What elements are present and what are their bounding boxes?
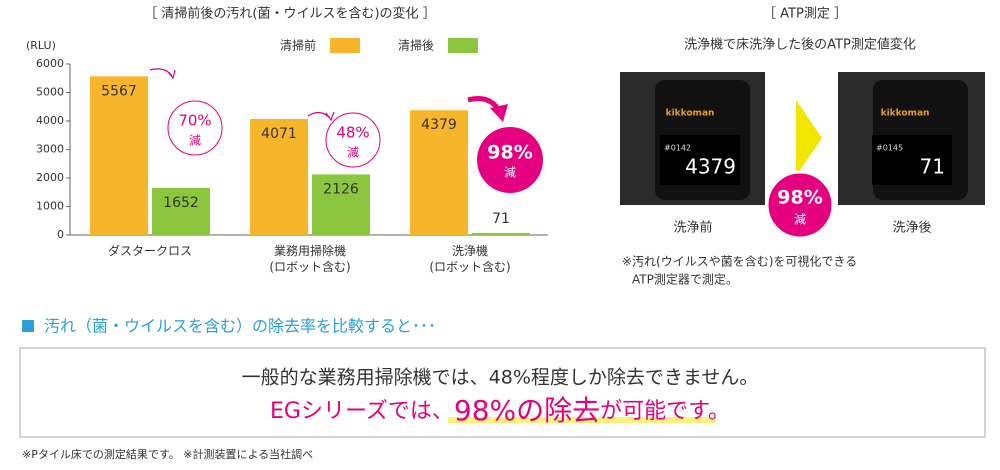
device-screen — [872, 135, 952, 185]
badge-percent: 70% — [178, 112, 211, 130]
legend-label: 清掃前 — [280, 38, 316, 53]
x-tick-label: 業務用掃除機 (ロボット含む) — [269, 244, 351, 274]
text-part: 98%の除去 — [454, 394, 600, 427]
device-label: 洗浄前 — [673, 220, 712, 236]
badge — [167, 100, 223, 156]
bullet — [22, 320, 34, 332]
data-label: 4379 — [421, 117, 457, 133]
badge-percent: 98% — [487, 142, 532, 164]
device-screen — [660, 135, 740, 185]
badge — [325, 112, 381, 168]
x-tick-label: 洗浄機 (ロボット含む) — [429, 244, 511, 274]
badge-suffix: 減 — [189, 133, 201, 148]
bar — [472, 232, 530, 235]
device-id: #0145 — [876, 144, 903, 153]
device-brand: kikkoman — [881, 109, 930, 119]
y-tick-label: 0 — [57, 228, 64, 241]
y-tick-label: 1000 — [36, 200, 64, 213]
device-reading: 71 — [920, 155, 945, 179]
arrow — [167, 69, 176, 80]
device-brand: kikkoman — [666, 109, 715, 119]
y-tick-label: 2000 — [36, 171, 64, 184]
y-tick-label: 6000 — [36, 57, 64, 70]
device-reading: 4379 — [685, 155, 736, 179]
badge-suffix: 減 — [347, 145, 359, 160]
y-tick-label: 5000 — [36, 86, 64, 99]
note: ATP測定器で測定。 — [632, 272, 738, 287]
badge-suffix: 減 — [504, 165, 516, 180]
summary-line: 一般的な業務用掃除機では、48%程度しか除去できません。 — [242, 367, 759, 389]
bar — [312, 174, 370, 235]
highlight — [448, 417, 716, 423]
atp-title: ［ ATP測定 ］ — [763, 7, 847, 22]
legend-swatch — [448, 38, 478, 53]
badge-percent: 48% — [336, 124, 369, 142]
legend-swatch — [330, 38, 360, 53]
data-label: 5567 — [101, 83, 137, 99]
bar — [410, 110, 468, 235]
data-label: 1652 — [163, 195, 199, 211]
y-tick-label: 3000 — [36, 143, 64, 156]
arrow — [490, 104, 508, 122]
text-part: が可能 — [600, 399, 666, 424]
summary-emphasis: EGシリーズでは、98%の除去が可能です。 — [270, 394, 730, 427]
atp-subtitle: 洗浄機で床洗浄した後のATP測定値変化 — [684, 37, 916, 53]
legend-label: 清掃後 — [398, 38, 434, 53]
text-part: EGシリーズでは、 — [270, 399, 454, 424]
footnote: ※Pタイル床での測定結果です。 ※計測装置による当社調べ — [22, 447, 313, 461]
badge-percent: 98% — [777, 187, 822, 209]
device-label: 洗浄後 — [892, 221, 931, 236]
data-label: 71 — [492, 211, 510, 227]
bar — [250, 118, 308, 235]
badge-suffix: 減 — [794, 212, 806, 227]
y-axis-label: (RLU) — [26, 39, 56, 52]
data-label: 2126 — [323, 181, 359, 197]
badge — [477, 127, 543, 193]
summary-heading: 汚れ（菌・ウイルスを含む）の除去率を比較すると･･･ — [44, 317, 436, 336]
x-tick-label: ダスタークロス — [107, 244, 192, 258]
chart-title: ［ 清掃前後の汚れ(菌・ウイルスを含む)の変化 ］ — [144, 6, 435, 22]
arrow — [796, 100, 822, 176]
bar — [90, 76, 148, 235]
y-tick-label: 4000 — [36, 114, 64, 127]
data-label: 4071 — [261, 126, 297, 142]
arrow — [325, 111, 335, 122]
badge — [765, 170, 835, 240]
note: ※汚れ(ウイルスや菌を含む)を可視化できる — [622, 254, 857, 269]
bar — [152, 187, 210, 235]
device-id: #0142 — [664, 144, 691, 153]
text-part: です。 — [666, 399, 730, 424]
